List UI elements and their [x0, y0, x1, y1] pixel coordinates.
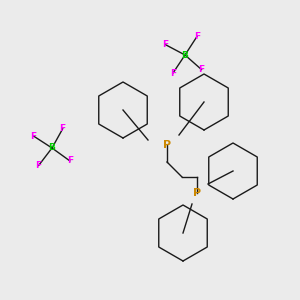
- Text: P: P: [193, 188, 201, 198]
- Text: F: F: [198, 65, 205, 74]
- Text: P: P: [163, 140, 171, 150]
- Text: F: F: [60, 124, 66, 133]
- Text: F: F: [67, 156, 73, 165]
- Text: F: F: [36, 161, 42, 170]
- Text: B: B: [49, 143, 56, 152]
- Text: B: B: [182, 50, 188, 59]
- Text: F: F: [31, 131, 37, 140]
- Text: F: F: [194, 32, 200, 41]
- Text: F: F: [163, 40, 169, 49]
- Text: F: F: [170, 69, 176, 78]
